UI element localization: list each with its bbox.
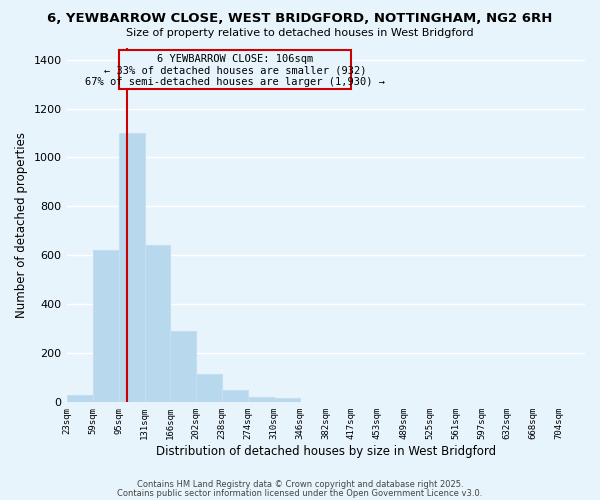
Bar — [92, 250, 119, 402]
Bar — [170, 331, 196, 402]
Text: Contains public sector information licensed under the Open Government Licence v3: Contains public sector information licen… — [118, 488, 482, 498]
Bar — [119, 133, 145, 402]
FancyBboxPatch shape — [119, 50, 352, 89]
Text: 6, YEWBARROW CLOSE, WEST BRIDGFORD, NOTTINGHAM, NG2 6RH: 6, YEWBARROW CLOSE, WEST BRIDGFORD, NOTT… — [47, 12, 553, 26]
Y-axis label: Number of detached properties: Number of detached properties — [15, 132, 28, 318]
X-axis label: Distribution of detached houses by size in West Bridgford: Distribution of detached houses by size … — [156, 444, 496, 458]
Bar — [196, 374, 222, 402]
Text: 6 YEWBARROW CLOSE: 106sqm
← 33% of detached houses are smaller (932)
67% of semi: 6 YEWBARROW CLOSE: 106sqm ← 33% of detac… — [85, 54, 385, 87]
Bar — [67, 394, 92, 402]
Text: Size of property relative to detached houses in West Bridgford: Size of property relative to detached ho… — [126, 28, 474, 38]
Bar — [248, 397, 274, 402]
Bar — [145, 246, 170, 402]
Bar — [274, 398, 300, 402]
Text: Contains HM Land Registry data © Crown copyright and database right 2025.: Contains HM Land Registry data © Crown c… — [137, 480, 463, 489]
Bar — [222, 390, 248, 402]
